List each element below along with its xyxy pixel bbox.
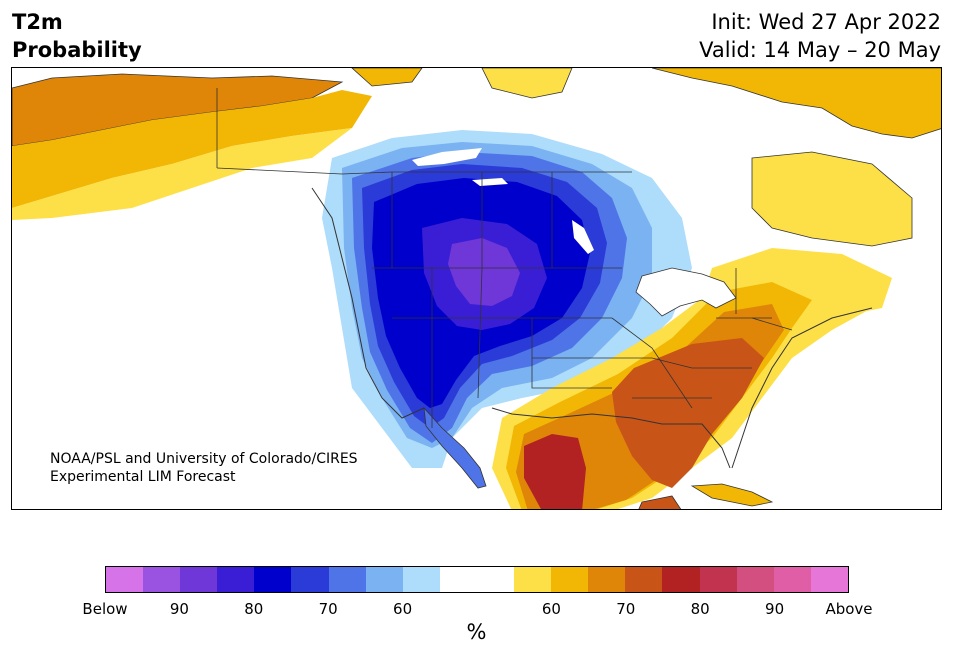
credit-line2: Experimental LIM Forecast <box>50 469 236 485</box>
baja-blue <box>423 406 487 489</box>
colorbar-segment <box>736 567 774 592</box>
forecast-dates: Init: Wed 27 Apr 2022 Valid: 14 May – 20… <box>699 8 941 64</box>
colorbar-segment <box>551 567 589 592</box>
colorbar-tick-label: 70 <box>318 600 338 618</box>
colorbar-tick-label: 60 <box>393 600 413 618</box>
colorbar-tick-label: 80 <box>690 600 710 618</box>
arctic-island-west <box>351 68 423 87</box>
colorbar-segment <box>106 567 144 592</box>
cuba <box>690 483 774 507</box>
eastern-canada-yellow <box>751 151 913 247</box>
political-boundaries <box>216 88 793 428</box>
gulf-coastline <box>491 407 731 469</box>
colorbar-segment <box>773 567 811 592</box>
colorbar-segment <box>402 567 440 592</box>
colorbar-segment <box>365 567 403 592</box>
colorbar-tick-label: 80 <box>244 600 264 618</box>
map-svg <box>12 68 941 509</box>
atlantic-coastline <box>731 307 873 469</box>
great-lakes <box>635 267 737 317</box>
colorbar-segment <box>699 567 737 592</box>
colorbar-segment <box>291 567 329 592</box>
colorbar-segment <box>476 567 515 592</box>
colorbar-segment <box>180 567 218 592</box>
arctic-island-north <box>481 68 573 99</box>
great-slave-lake <box>472 178 508 186</box>
colorbar-segment <box>328 567 366 592</box>
greenland <box>651 68 941 139</box>
colorbar-ticks: Below 90 80 70 60 60 70 80 90 Above <box>82 600 872 620</box>
colorbar-tick-label: 90 <box>169 600 189 618</box>
colorbar-segment <box>143 567 181 592</box>
colorbar <box>105 566 849 593</box>
colorbar-segment <box>662 567 700 592</box>
colorbar-segment <box>625 567 663 592</box>
valid-range: Valid: 14 May – 20 May <box>699 38 941 62</box>
colorbar-tick-label: 70 <box>616 600 636 618</box>
pacific-coastline <box>311 187 425 419</box>
colorbar-segment <box>810 567 848 592</box>
cold-region-90 <box>448 238 520 306</box>
colorbar-tick-label: 60 <box>541 600 561 618</box>
probability-map: NOAA/PSL and University of Colorado/CIRE… <box>11 67 942 510</box>
colorbar-segment <box>217 567 255 592</box>
credit-line1: NOAA/PSL and University of Colorado/CIRE… <box>50 451 358 467</box>
warm-region-75 <box>612 338 764 488</box>
alaska-yellow-region <box>12 90 372 208</box>
texas-red-region <box>524 434 586 509</box>
title-probability: Probability <box>12 38 142 62</box>
map-credit: NOAA/PSL and University of Colorado/CIRE… <box>50 450 358 486</box>
alaska-light-yellow <box>12 128 352 220</box>
colorbar-segment <box>588 567 626 592</box>
colorbar-tick-label: Above <box>825 600 873 618</box>
lake-winnipeg <box>572 220 594 254</box>
great-bear-lake <box>412 148 482 166</box>
colorbar-segment <box>514 567 552 592</box>
title-variable: T2m <box>12 10 63 34</box>
colorbar-tick-label: Below <box>82 600 128 618</box>
chart-title: T2m Probability <box>12 8 142 64</box>
colorbar-segment <box>254 567 292 592</box>
init-date: Init: Wed 27 Apr 2022 <box>711 10 941 34</box>
yucatan <box>638 495 682 509</box>
colorbar-tick-label: 90 <box>765 600 785 618</box>
colorbar-unit: % <box>466 620 487 644</box>
colorbar-segment <box>439 567 477 592</box>
